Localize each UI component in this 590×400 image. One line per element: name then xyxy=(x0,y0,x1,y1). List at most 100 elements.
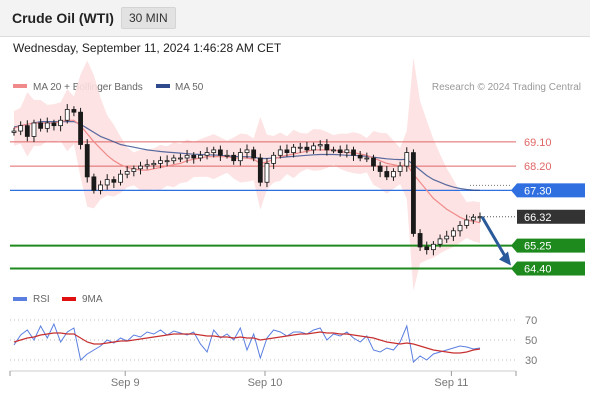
candle-body xyxy=(404,152,410,167)
candle-body xyxy=(131,168,137,172)
candle-body xyxy=(78,111,83,145)
level-lines: 69.10 68.20 67.30 66.32 65.25 64.40 xyxy=(10,137,585,276)
candle-body xyxy=(257,157,263,183)
candle-body xyxy=(111,179,117,183)
level-65-25-badge-tip xyxy=(511,238,517,253)
candle-body xyxy=(317,144,323,147)
level-64-40-badge xyxy=(517,261,585,276)
candle-body xyxy=(158,160,163,164)
candle-body xyxy=(444,235,450,240)
candle-body xyxy=(51,122,57,127)
candle-body xyxy=(31,122,37,137)
x-axis: Sep 9 Sep 10 Sep 11 xyxy=(9,370,517,389)
level-65-25-label: 65.25 xyxy=(524,241,552,253)
candles xyxy=(11,104,483,256)
candle-body xyxy=(304,146,310,151)
level-69-10-label: 69.10 xyxy=(524,137,552,149)
candle-body xyxy=(344,149,350,154)
candle-body xyxy=(171,157,177,162)
bollinger-bands xyxy=(14,57,480,291)
rsi-legend-swatch xyxy=(13,297,27,301)
candle-body xyxy=(324,144,330,151)
level-64-40-badge-tip xyxy=(511,261,517,276)
level-68-20-label: 68.20 xyxy=(524,161,552,173)
projection xyxy=(480,216,511,266)
candle-body xyxy=(98,184,103,191)
x-tick-label: Sep 9 xyxy=(111,377,140,389)
candle-body xyxy=(391,171,396,178)
level-64-40-label: 64.40 xyxy=(524,264,552,276)
ma9-legend-swatch xyxy=(62,297,76,301)
rsi-line xyxy=(13,322,481,363)
candle-body xyxy=(178,157,183,160)
candle-body xyxy=(217,149,223,156)
projection-arrow-shaft xyxy=(480,216,509,261)
candle-body xyxy=(237,152,243,162)
level-65-25-badge xyxy=(517,238,585,253)
candle-body xyxy=(464,219,470,226)
candle-body xyxy=(437,238,443,245)
candle-body xyxy=(377,165,383,172)
candle-body xyxy=(277,149,283,156)
candle-body xyxy=(417,233,423,248)
candle-body xyxy=(337,149,343,154)
candle-body xyxy=(384,171,390,178)
level-67-30-badge xyxy=(517,183,585,198)
candle-body xyxy=(450,230,456,237)
candle-body xyxy=(297,146,303,149)
candle-body xyxy=(71,109,77,113)
candle-body xyxy=(231,154,237,162)
candle-body xyxy=(91,176,97,191)
candle-body xyxy=(144,164,150,167)
rsi-tick-50: 50 xyxy=(525,335,537,347)
candle-body xyxy=(291,146,296,154)
candle-body xyxy=(364,157,370,160)
candle-body xyxy=(311,145,316,151)
header-bar: Crude Oil (WTI) 30 MIN xyxy=(0,0,590,37)
rsi-pane: 70 50 30 xyxy=(10,315,537,367)
candle-body xyxy=(331,149,336,152)
candle-body xyxy=(264,162,270,183)
candle-body xyxy=(151,162,157,166)
chart-datetime: Wednesday, September 11, 2024 1:46:28 AM… xyxy=(13,41,282,55)
candle-body xyxy=(38,122,44,129)
candle-body xyxy=(184,154,190,159)
candle-body xyxy=(104,179,110,186)
candle-body xyxy=(211,149,217,154)
rsi-tick-70: 70 xyxy=(525,315,537,327)
level-67-30-label: 67.30 xyxy=(524,185,552,197)
ma50-legend-swatch xyxy=(156,84,170,88)
candle-body xyxy=(284,149,290,154)
candle-body xyxy=(138,165,143,170)
ma9-legend-label: 9MA xyxy=(82,294,103,305)
candle-body xyxy=(424,246,430,251)
instrument-title: Crude Oil (WTI) xyxy=(12,10,114,26)
level-67-30-badge-tip xyxy=(511,183,517,198)
x-tick-label: Sep 11 xyxy=(434,377,468,389)
bollinger-band-area xyxy=(14,57,480,291)
level-66-32-label: 66.32 xyxy=(524,212,552,224)
research-credit: Research © 2024 Trading Central xyxy=(432,82,581,93)
candle-body xyxy=(198,154,203,159)
rsi-tick-30: 30 xyxy=(525,355,537,367)
candle-body xyxy=(11,130,17,133)
timeframe-badge[interactable]: 30 MIN xyxy=(121,7,176,29)
candle-body xyxy=(251,149,257,159)
candle-body xyxy=(271,154,277,164)
ma20-legend-swatch xyxy=(13,84,27,88)
candle-body xyxy=(224,154,230,157)
candle-body xyxy=(18,125,24,132)
candle-body xyxy=(118,173,123,183)
candle-body xyxy=(84,144,90,178)
candle-body xyxy=(457,224,463,232)
rsi-legend-label: RSI xyxy=(33,294,50,305)
candle-body xyxy=(357,154,363,159)
candle-body xyxy=(64,109,70,121)
candle-body xyxy=(44,122,50,129)
candle-body xyxy=(470,216,476,221)
candle-body xyxy=(191,154,197,159)
candle-body xyxy=(244,149,250,154)
x-tick-label: Sep 10 xyxy=(248,377,283,389)
candle-body xyxy=(431,243,436,251)
